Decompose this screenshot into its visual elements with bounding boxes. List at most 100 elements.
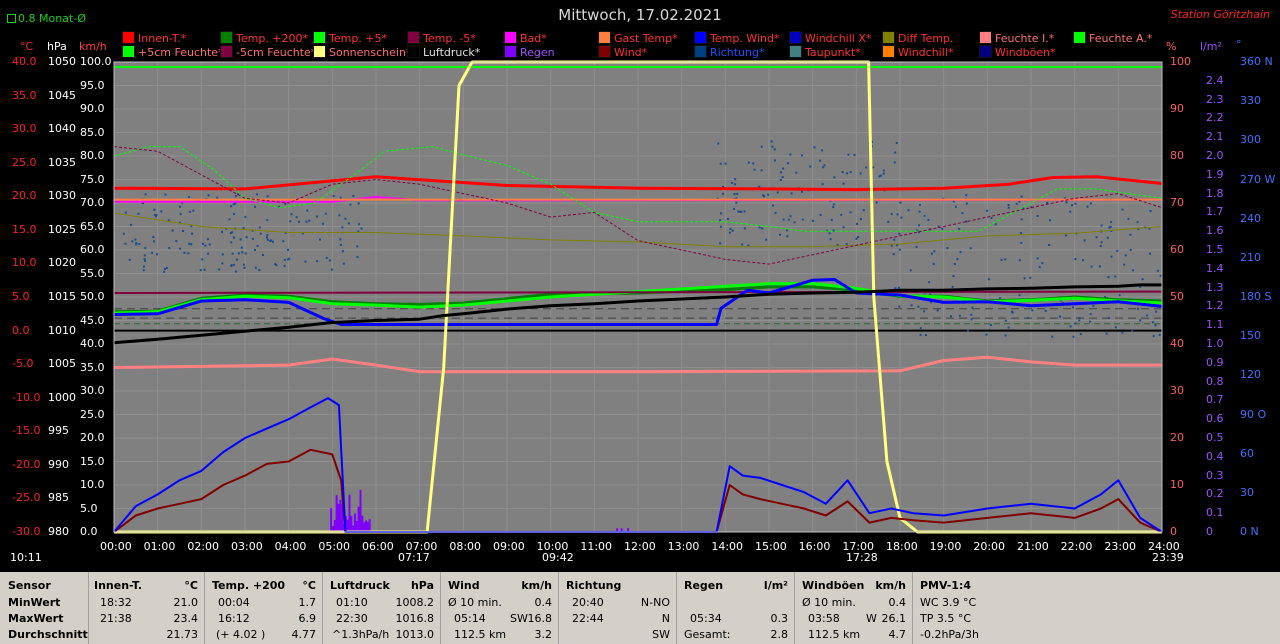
direction-point [1069,210,1072,213]
legend-item[interactable]: Luftdruck* [407,45,480,59]
direction-point [244,215,247,218]
direction-point [357,202,360,205]
legend-swatch [220,45,233,58]
legend-label: Regen [520,46,555,59]
legend-item[interactable]: Diff Temp. [882,31,953,45]
direction-point [862,209,865,212]
legend-item[interactable]: Temp. +200* [220,31,308,45]
direction-point [1090,265,1093,268]
direction-point [1031,309,1034,312]
direction-point [357,230,360,233]
direction-point [274,263,277,266]
legend-item[interactable]: Richtung* [694,45,764,59]
legend-item[interactable]: Regen [504,45,555,59]
x-tick-label: 04:00 [274,540,307,553]
direction-point [179,247,182,250]
direction-point [915,245,918,248]
legend-item[interactable]: Sonnenschein* [313,45,411,59]
legend-item[interactable]: Windböen* [979,45,1056,59]
direction-point [1010,310,1013,313]
legend-item[interactable]: Bad* [504,31,547,45]
legend-swatch [313,45,326,58]
direction-point [233,213,236,216]
legend-item[interactable]: Windchill* [882,45,953,59]
direction-point [153,208,156,211]
direction-point [168,247,171,250]
x-tick-label: 15:00 [755,540,787,553]
wind-tick-label: 90.0 [80,102,105,115]
direction-point [989,324,992,327]
legend-item[interactable]: Temp. -5* [407,31,476,45]
rain-tick-label: 1.0 [1206,337,1224,350]
direction-point [360,227,363,230]
direction-point [872,166,875,169]
x-tick-label: 17:00 [842,540,875,553]
direction-point [752,162,755,165]
direction-point [740,210,743,213]
legend-item[interactable]: Feuchte A.* [1073,31,1152,45]
direction-point [949,315,952,318]
direction-point [287,258,290,261]
temp-tick-label: -15.0 [12,424,41,438]
series-line [113,397,1163,533]
temp-tick-label: 35.0 [12,88,37,102]
legend-item[interactable]: Windchill X* [789,31,871,45]
direction-tick-label: 0 N [1240,525,1259,538]
monat-checkbox[interactable] [7,14,16,23]
direction-point [760,145,763,148]
legend-item[interactable]: Gast Temp* [598,31,678,45]
direction-point [1044,309,1047,312]
direction-point [254,205,257,208]
legend-item[interactable]: Feuchte I.* [979,31,1054,45]
legend-item[interactable]: -5cm Feuchte* [220,45,316,59]
x-tick-label: 03:00 [231,540,263,553]
direction-point [254,249,257,252]
direction-point [965,220,968,223]
direction-point [952,275,955,278]
direction-point [1069,325,1072,328]
boeen-max-value: 26.1 [881,612,907,625]
direction-point [930,252,933,255]
pressure-tick-label: 980 [48,525,69,538]
legend-item[interactable]: Innen-T.* [122,31,186,45]
rain-tick-label: 1.6 [1206,224,1224,238]
direction-point [201,258,204,261]
direction-point [1081,259,1084,262]
direction-point [747,161,750,164]
legend-item[interactable]: +5cm Feuchte* [122,45,224,59]
wind-tick-label: 50.0 [80,290,105,303]
direction-point [894,287,897,290]
boeen-distance: 112.5 km [808,628,861,641]
direction-point [1137,307,1140,310]
direction-point [236,193,239,196]
wind-tick-label: 85.0 [80,125,105,139]
direction-point [932,262,935,265]
wind-tick-label: 5.0 [80,501,98,515]
wind-tick-label: 10.0 [80,478,105,491]
direction-point [720,212,723,215]
direction-point [899,201,902,204]
legend-item[interactable]: Temp. Wind* [694,31,779,45]
direction-point [339,243,342,246]
stats-richtung: Richtung 20:40 N-NO 22:44 N SW [558,572,677,644]
stats-regen: Regen l/m² 05:34 0.3 Gesamt: 2.8 [676,572,795,644]
direction-point [747,244,750,247]
luft-max-value: 1016.8 [395,612,435,625]
x-tick-label: 07:00 [405,540,438,553]
pressure-tick-label: 1030 [48,189,76,203]
direction-point [163,267,166,270]
regen-max-time: 05:34 [690,612,722,625]
legend-item[interactable]: Taupunkt* [789,45,861,59]
direction-point [138,243,141,246]
legend-swatch [407,31,420,44]
chart-area: Mittwoch, 17.02.2021 Station Göritzhain … [7,6,1276,564]
legend-item[interactable]: Wind* [598,45,647,59]
boeen-max-time: 03:58 [808,612,840,625]
direction-point [953,263,956,266]
direction-point [727,217,730,220]
x-tick-label: 20:00 [973,540,1006,553]
axis-unit-pressure: hPa [47,40,67,53]
legend-item[interactable]: Temp. +5* [313,31,387,45]
direction-point [1007,206,1010,209]
direction-point [870,140,873,143]
